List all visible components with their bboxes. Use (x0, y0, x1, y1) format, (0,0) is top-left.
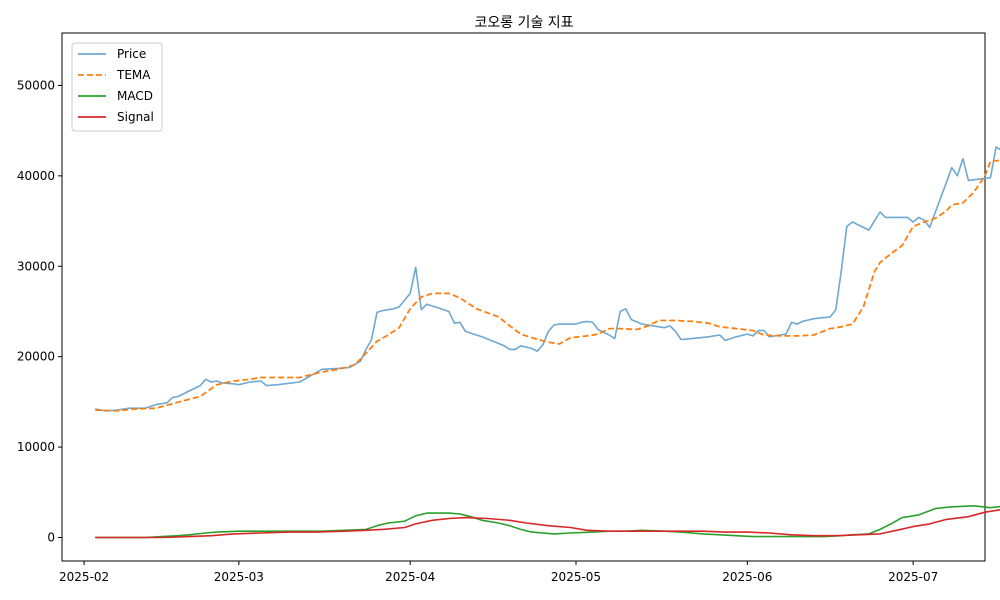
legend-label-macd: MACD (117, 89, 153, 103)
plot-area (61, 32, 986, 562)
series-line-tema (95, 159, 1000, 412)
series-line-price (95, 146, 1000, 412)
x-tick-label: 2025-05 (551, 570, 601, 584)
legend-label-tema: TEMA (116, 68, 151, 82)
x-tick-label: 2025-02 (59, 570, 109, 584)
y-tick-label: 50000 (17, 78, 55, 92)
legend: Price TEMA MACD Signal (71, 42, 163, 132)
legend-box (71, 42, 163, 132)
x-tick-label: 2025-03 (214, 570, 264, 584)
chart-title: 코오롱 기술 지표 (474, 15, 573, 31)
series-line-macd (95, 505, 1000, 539)
x-tick-label: 2025-04 (385, 570, 435, 584)
x-tick-label: 2025-06 (722, 570, 772, 584)
y-axis: 0 10000 20000 30000 40000 50000 (17, 78, 62, 544)
series-layer (95, 146, 1000, 539)
legend-label-signal: Signal (117, 110, 154, 124)
x-tick-label: 2025-07 (888, 570, 938, 584)
y-tick-label: 0 (47, 530, 55, 544)
x-axis: 2025-02 2025-03 2025-04 2025-05 2025-06 2025-… (59, 561, 938, 584)
legend-label-price: Price (117, 47, 146, 61)
y-tick-label: 40000 (17, 169, 55, 183)
y-tick-label: 20000 (17, 350, 55, 364)
y-tick-label: 30000 (17, 259, 55, 273)
y-tick-label: 10000 (17, 440, 55, 454)
series-line-signal (95, 508, 1000, 539)
